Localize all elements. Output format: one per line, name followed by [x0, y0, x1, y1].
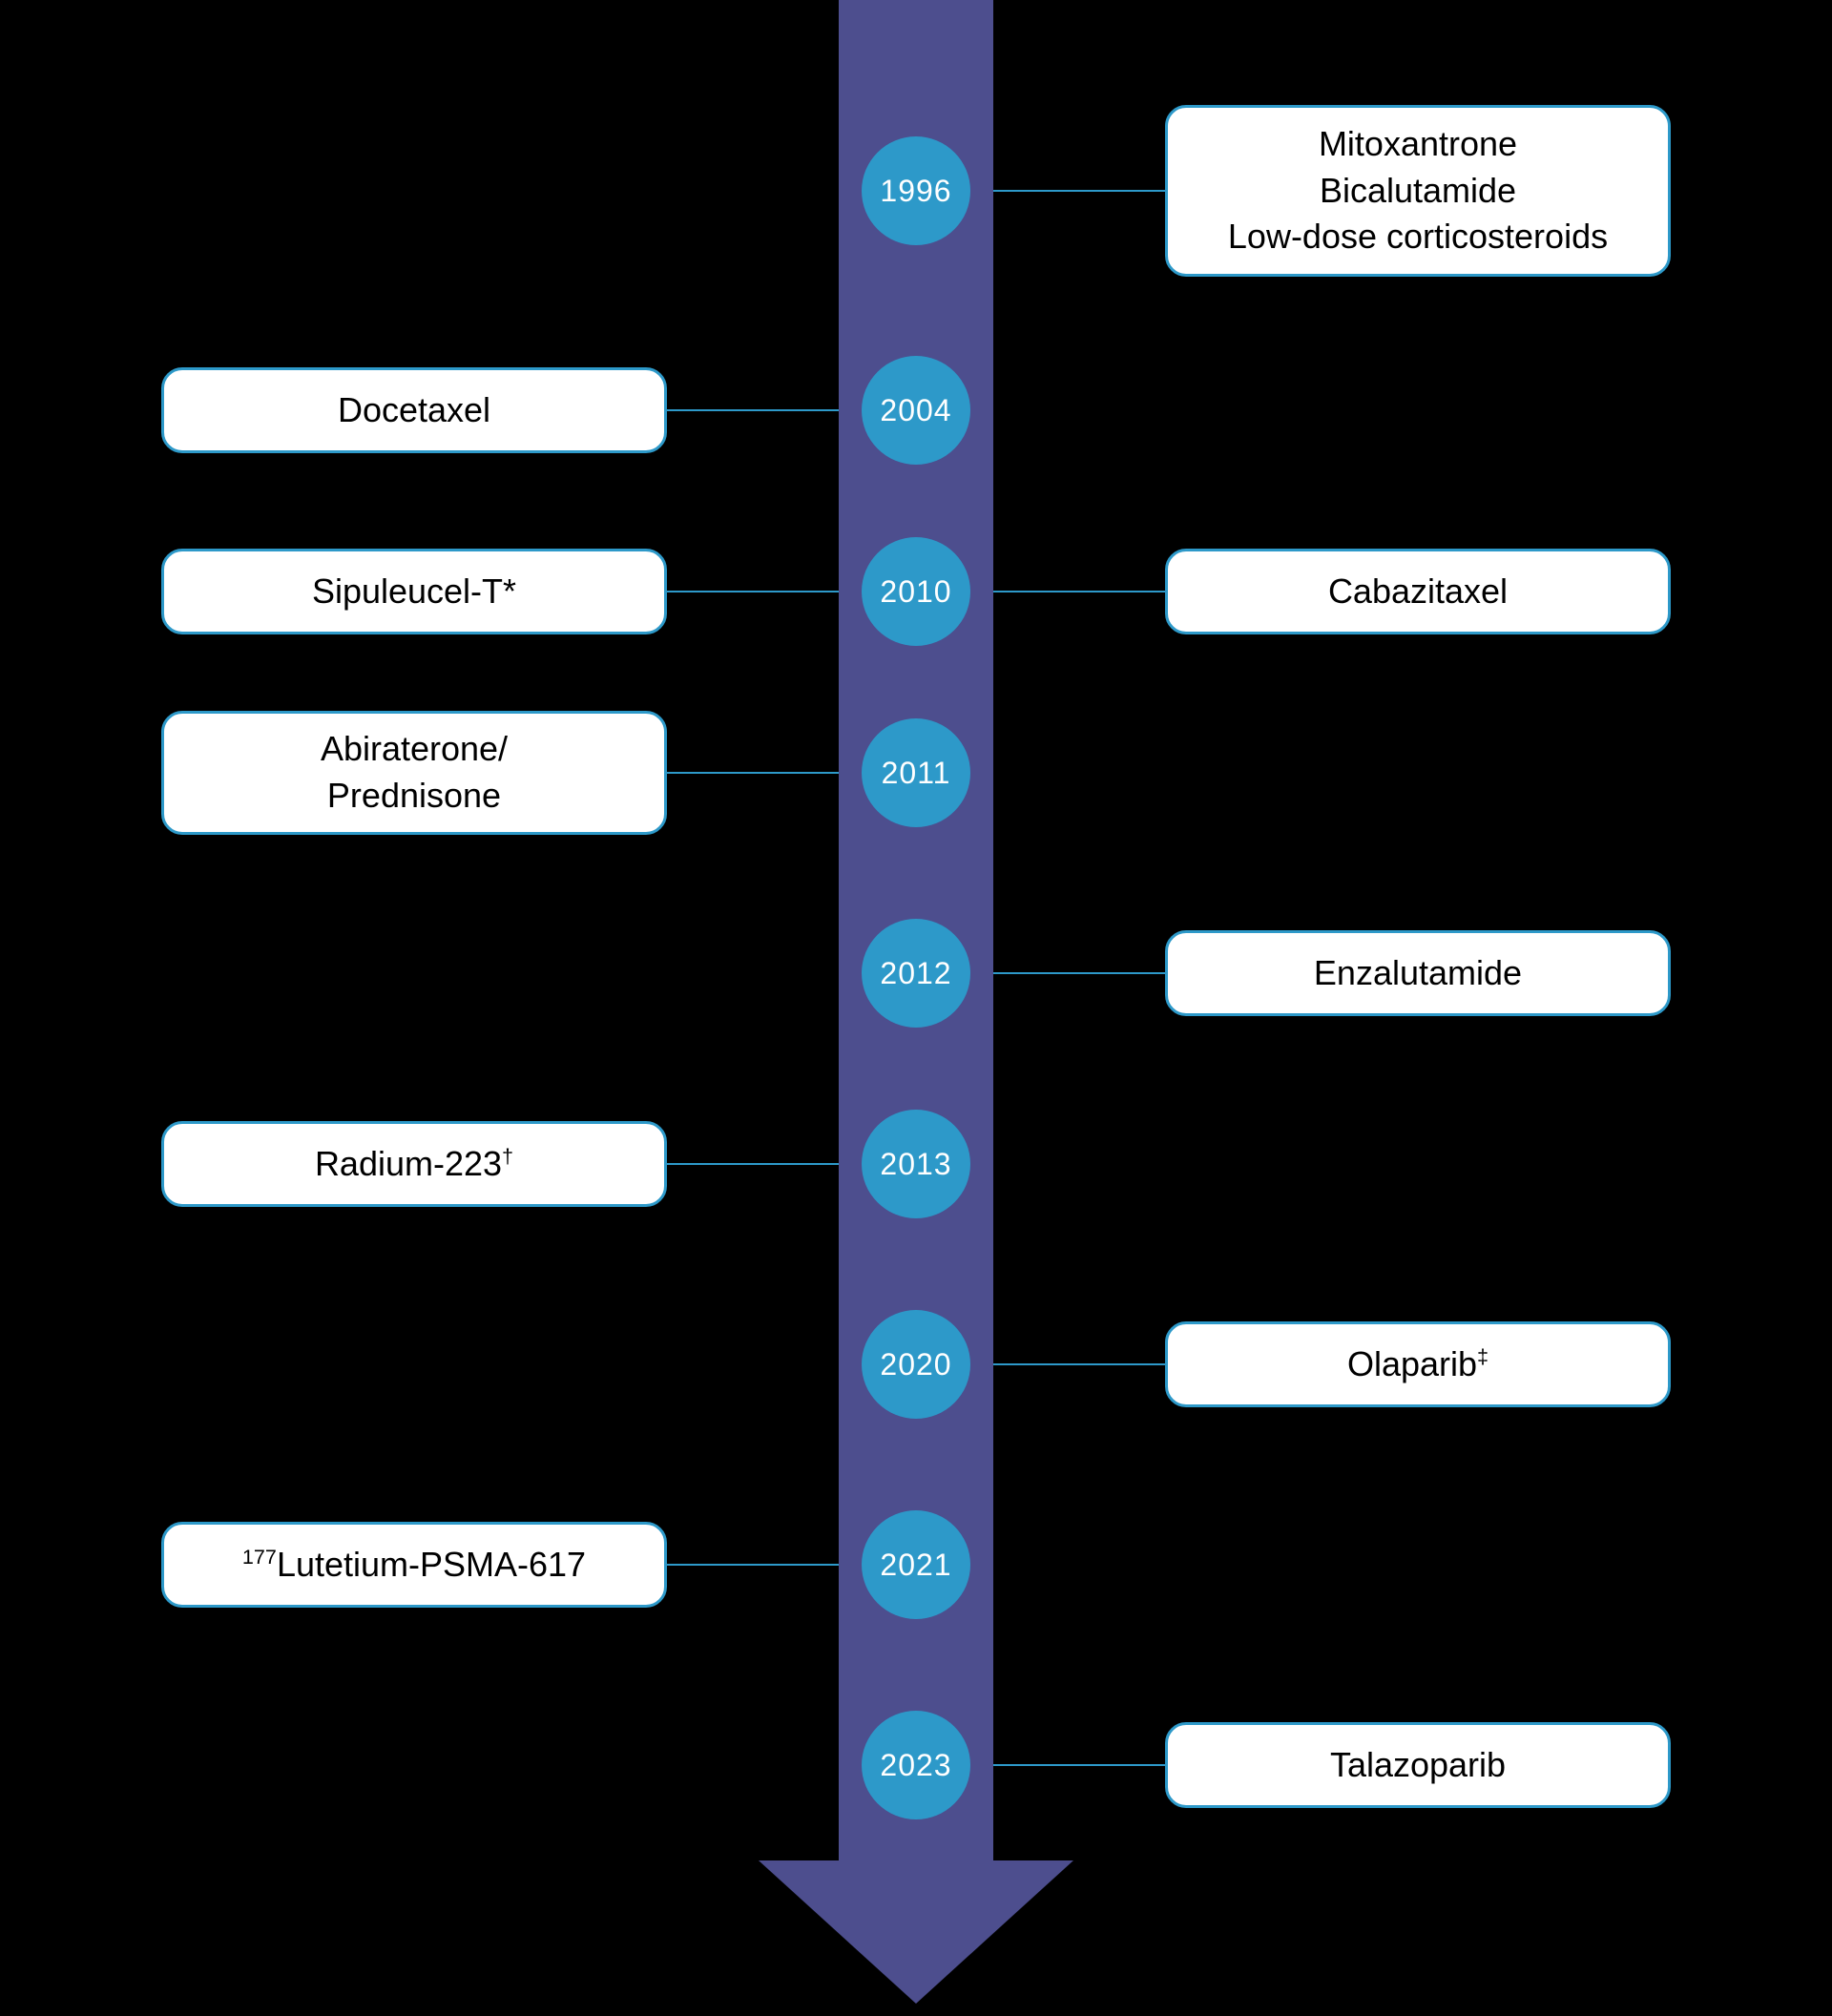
- drug-label: Abiraterone/: [321, 726, 508, 773]
- drug-label: Docetaxel: [338, 387, 490, 434]
- drug-box: MitoxantroneBicalutamideLow-dose cortico…: [1165, 105, 1671, 277]
- drug-text: Olaparib: [1347, 1344, 1477, 1383]
- connector: [648, 591, 839, 592]
- year-circle: 2023: [862, 1711, 970, 1819]
- connector: [993, 190, 1184, 192]
- year-circle: 2012: [862, 919, 970, 1028]
- year-label: 2021: [880, 1548, 951, 1583]
- drug-label: Enzalutamide: [1314, 950, 1522, 997]
- drug-box: Cabazitaxel: [1165, 549, 1671, 634]
- drug-label: Talazoparib: [1330, 1742, 1506, 1789]
- connector: [993, 1363, 1184, 1365]
- drug-label: Sipuleucel-T*: [312, 569, 516, 615]
- year-label: 2013: [880, 1147, 951, 1182]
- connector: [648, 1163, 839, 1165]
- year-circle: 2021: [862, 1510, 970, 1619]
- drug-box: 177Lutetium-PSMA-617: [161, 1522, 667, 1608]
- year-circle: 2011: [862, 718, 970, 827]
- year-circle: 2004: [862, 356, 970, 465]
- drug-box: Olaparib‡: [1165, 1321, 1671, 1407]
- sup-suffix: †: [502, 1144, 513, 1168]
- connector: [993, 1764, 1184, 1766]
- year-circle: 2013: [862, 1110, 970, 1218]
- year-circle: 2020: [862, 1310, 970, 1419]
- connector: [648, 772, 839, 774]
- year-label: 2012: [880, 956, 951, 991]
- drug-box: Enzalutamide: [1165, 930, 1671, 1016]
- drug-box: Docetaxel: [161, 367, 667, 453]
- drug-text: Lutetium-PSMA-617: [277, 1545, 586, 1584]
- connector: [993, 591, 1184, 592]
- drug-label: Mitoxantrone: [1319, 121, 1517, 168]
- year-label: 2023: [880, 1748, 951, 1783]
- connector: [648, 409, 839, 411]
- year-label: 1996: [880, 174, 951, 209]
- drug-label: 177Lutetium-PSMA-617: [242, 1542, 586, 1589]
- connector: [648, 1564, 839, 1566]
- year-label: 2020: [880, 1347, 951, 1382]
- sup-prefix: 177: [242, 1545, 277, 1569]
- drug-box: Abiraterone/Prednisone: [161, 711, 667, 835]
- year-label: 2011: [882, 756, 951, 791]
- year-circle: 1996: [862, 136, 970, 245]
- drug-text: Radium-223: [315, 1144, 502, 1183]
- drug-label: Low-dose corticosteroids: [1228, 214, 1608, 260]
- drug-label: Bicalutamide: [1320, 168, 1516, 215]
- drug-label: Cabazitaxel: [1328, 569, 1508, 615]
- year-label: 2004: [880, 393, 951, 428]
- year-label: 2010: [880, 574, 951, 610]
- connector: [993, 972, 1184, 974]
- drug-label: Prednisone: [327, 773, 501, 820]
- drug-label: Olaparib‡: [1347, 1341, 1488, 1388]
- arrow-head: [759, 1860, 1073, 2004]
- year-circle: 2010: [862, 537, 970, 646]
- drug-box: Sipuleucel-T*: [161, 549, 667, 634]
- drug-box: Talazoparib: [1165, 1722, 1671, 1808]
- drug-box: Radium-223†: [161, 1121, 667, 1207]
- drug-label: Radium-223†: [315, 1141, 513, 1188]
- sup-suffix: ‡: [1477, 1344, 1488, 1368]
